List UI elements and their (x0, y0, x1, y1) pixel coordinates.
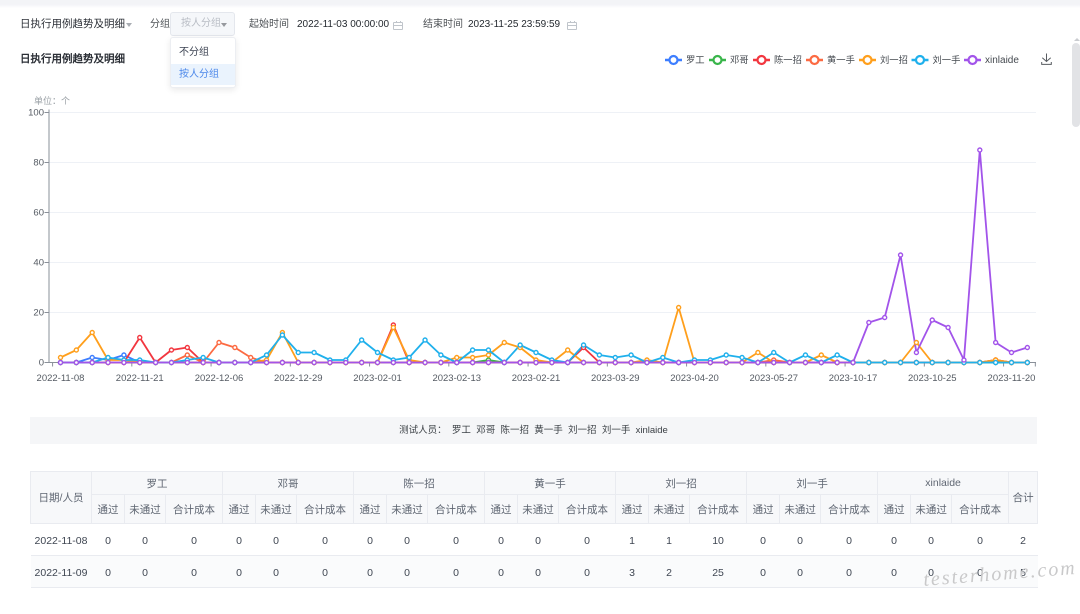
svg-text:黄一手: 黄一手 (827, 54, 855, 65)
svg-text:2023-02-13: 2023-02-13 (432, 373, 481, 384)
svg-text:邓哥: 邓哥 (730, 55, 749, 65)
svg-text:2022-12-06: 2022-12-06 (195, 373, 244, 384)
svg-text:xinlaide: xinlaide (985, 55, 1019, 66)
svg-text:0: 0 (39, 358, 44, 369)
svg-text:2023-10-25: 2023-10-25 (908, 373, 957, 384)
svg-text:2023-11-20: 2023-11-20 (988, 373, 1036, 384)
svg-text:2023-04-20: 2023-04-20 (670, 373, 719, 384)
svg-text:刘一手: 刘一手 (933, 54, 961, 65)
svg-text:20: 20 (33, 308, 44, 319)
svg-text:80: 80 (33, 158, 44, 169)
svg-text:2023-02-21: 2023-02-21 (512, 373, 561, 384)
svg-text:2023-02-01: 2023-02-01 (353, 373, 402, 384)
svg-text:100: 100 (28, 108, 44, 119)
svg-text:2023-05-27: 2023-05-27 (749, 373, 798, 384)
svg-text:2023-10-17: 2023-10-17 (829, 373, 878, 384)
svg-text:罗工: 罗工 (686, 55, 705, 65)
svg-text:2022-12-29: 2022-12-29 (274, 373, 323, 384)
svg-text:60: 60 (33, 208, 44, 219)
svg-text:刘一招: 刘一招 (880, 54, 908, 65)
svg-text:40: 40 (33, 258, 44, 269)
svg-text:2023-03-29: 2023-03-29 (591, 373, 640, 384)
svg-text:2022-11-08: 2022-11-08 (37, 373, 85, 384)
svg-text:2022-11-21: 2022-11-21 (116, 373, 164, 384)
svg-text:陈一招: 陈一招 (774, 54, 802, 65)
